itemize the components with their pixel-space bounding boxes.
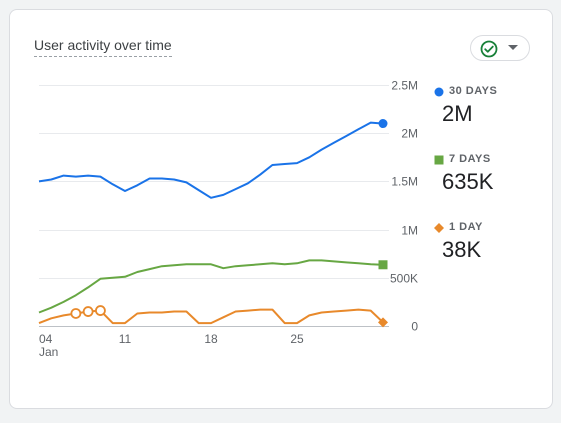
legend-value-30-days: 2M <box>442 101 473 126</box>
x-tick-label: 18 <box>204 332 218 346</box>
highlight-point[interactable] <box>70 308 82 319</box>
legend-item-30-days[interactable]: 30 DAYS 2M <box>434 85 497 127</box>
legend-item-7-days[interactable]: 7 DAYS 635K <box>434 153 493 195</box>
x-tick-sublabel: Jan <box>39 345 58 359</box>
y-tick-label: 2M <box>401 127 418 141</box>
legend-label-7-days: 7 DAYS <box>449 153 491 165</box>
circle-marker-icon <box>434 87 444 96</box>
highlight-point[interactable] <box>82 306 94 317</box>
user-activity-card: User activity over time <box>9 9 553 409</box>
y-tick-label: 2.5M <box>391 79 418 93</box>
x-tick-label: 11 <box>119 332 132 346</box>
card-title[interactable]: User activity over time <box>34 37 172 57</box>
status-dropdown-button[interactable] <box>470 35 530 61</box>
square-marker-icon <box>434 155 444 164</box>
y-tick-label: 1.5M <box>391 175 418 189</box>
legend-item-1-day[interactable]: 1 DAY 38K <box>434 221 483 263</box>
legend-label-30-days: 30 DAYS <box>449 85 498 97</box>
y-tick-label: 0 <box>411 320 418 334</box>
series-end-marker[interactable] <box>378 317 388 328</box>
y-tick-label: 500K <box>390 272 418 286</box>
highlight-point[interactable] <box>95 305 106 316</box>
x-tick-label: 25 <box>290 332 304 346</box>
diamond-marker-icon <box>434 222 444 233</box>
legend-value-1-day: 38K <box>442 237 482 262</box>
legend-value-7-days: 635K <box>442 169 494 194</box>
check-circle-icon <box>480 40 498 58</box>
chevron-down-icon <box>508 45 518 50</box>
x-tick-label: 04 <box>39 332 53 346</box>
y-tick-label: 1M <box>401 224 418 238</box>
series-end-marker[interactable] <box>378 260 388 270</box>
legend-label-1-day: 1 DAY <box>449 221 483 233</box>
series-end-marker[interactable] <box>378 119 388 129</box>
series-line[interactable] <box>38 259 384 314</box>
series-line[interactable] <box>38 121 384 199</box>
